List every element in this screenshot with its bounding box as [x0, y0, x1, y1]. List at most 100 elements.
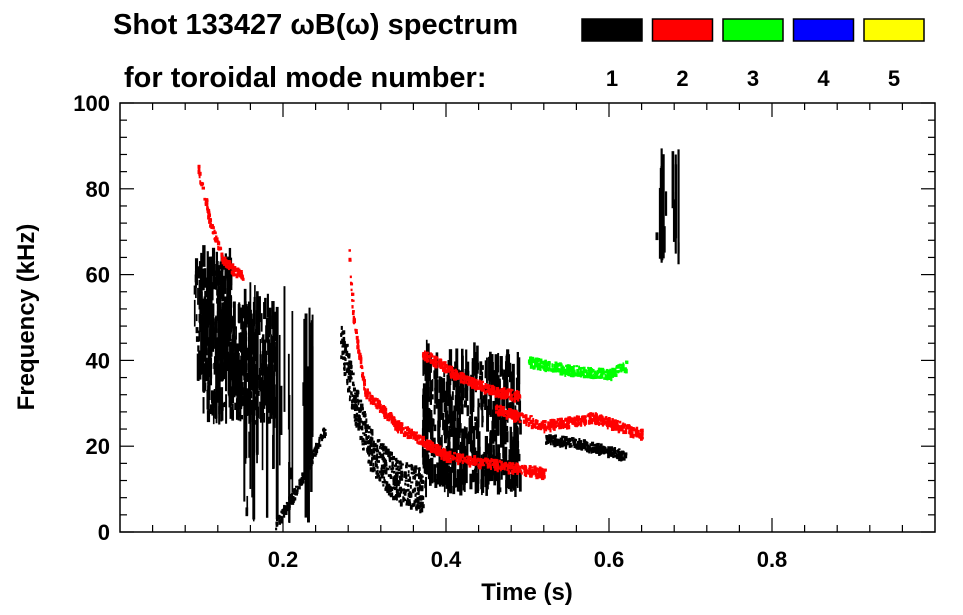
spectral-pixel: [448, 349, 453, 374]
spectral-pixel: [433, 355, 437, 359]
spectral-pixel: [532, 417, 535, 423]
spectral-pixel: [379, 408, 384, 411]
spectral-pixel: [301, 474, 306, 479]
spectral-pixel: [357, 414, 361, 419]
spectral-pixel: [196, 266, 200, 279]
spectral-pixel: [494, 406, 497, 411]
spectral-pixel: [621, 367, 625, 372]
spectral-streak: [306, 366, 310, 523]
spectral-pixel: [533, 470, 537, 474]
spectral-pixel: [359, 425, 364, 430]
spectral-pixel: [624, 430, 628, 435]
spectral-pixel: [572, 417, 576, 421]
spectral-pixel: [448, 394, 452, 424]
spectral-pixel: [580, 445, 583, 449]
spectral-pixel: [505, 412, 508, 415]
spectral-pixel: [231, 364, 234, 389]
spectral-pixel: [358, 418, 362, 423]
spectral-pixel: [458, 408, 461, 425]
spectral-pixel: [504, 394, 507, 400]
spectral-pixel: [409, 484, 412, 489]
spectral-pixel: [448, 459, 452, 464]
spectral-pixel: [220, 405, 224, 421]
spectral-pixel: [613, 368, 617, 373]
spectral-pixel: [267, 329, 270, 349]
spectral-pixel: [509, 390, 512, 394]
spectral-pixel: [604, 420, 608, 425]
spectral-pixel: [498, 385, 501, 412]
spectral-pixel: [467, 455, 471, 460]
spectral-pixel: [493, 390, 498, 395]
spectral-pixel: [494, 466, 497, 471]
spectral-pixel: [354, 421, 358, 426]
spectral-pixel: [355, 412, 359, 415]
spectral-pixel: [456, 382, 460, 399]
spectral-pixel: [212, 327, 217, 340]
spectral-pixel: [220, 252, 224, 255]
spectral-pixel: [366, 424, 369, 428]
spectral-pixel: [466, 458, 469, 461]
spectral-pixel: [357, 425, 361, 428]
spectral-pixel: [409, 476, 412, 481]
spectral-pixel: [495, 404, 498, 432]
spectral-pixel: [364, 429, 367, 433]
spectral-pixel: [599, 374, 604, 379]
spectral-pixel: [485, 439, 488, 447]
spectral-pixel: [406, 497, 409, 500]
spectral-pixel: [461, 374, 464, 377]
spectral-pixel: [512, 456, 516, 463]
spectral-pixel: [585, 375, 588, 379]
spectral-pixel: [445, 459, 449, 474]
spectral-pixel: [559, 417, 563, 421]
spectral-pixel: [226, 340, 228, 361]
spectral-pixel: [448, 483, 452, 492]
spectral-pixel: [598, 422, 601, 426]
spectral-pixel: [524, 414, 527, 419]
spectral-pixel: [350, 376, 353, 380]
spectral-pixel: [486, 461, 489, 466]
spectral-pixel: [422, 354, 426, 357]
spectral-pixel: [456, 438, 460, 447]
spectral-pixel: [578, 417, 582, 421]
spectral-pixel: [446, 451, 449, 456]
spectral-pixel: [343, 372, 346, 377]
spectral-pixel: [589, 443, 592, 447]
spectral-pixel: [518, 400, 522, 412]
spectral-pixel: [353, 388, 356, 392]
spectral-pixel: [441, 378, 446, 403]
spectral-pixel: [212, 231, 215, 235]
spectral-pixel: [517, 453, 521, 462]
spectral-pixel: [479, 361, 483, 376]
spectral-pixel: [610, 370, 615, 374]
spectral-pixel: [481, 469, 485, 477]
spectral-pixel: [375, 398, 379, 401]
spectral-pixel: [508, 413, 512, 417]
spectral-pixel: [210, 311, 214, 321]
spectral-pixel: [558, 362, 562, 366]
spectral-pixel: [303, 471, 306, 476]
spectral-pixel: [376, 404, 380, 407]
spectral-pixel: [414, 498, 418, 503]
spectral-pixel: [473, 459, 476, 463]
spectral-pixel: [422, 389, 426, 417]
spectral-pixel: [565, 438, 568, 442]
spectral-streak: [279, 385, 283, 435]
spectral-pixel: [229, 268, 233, 291]
spectral-pixel: [451, 455, 455, 459]
spectral-pixel: [577, 371, 580, 376]
spectral-pixel: [369, 428, 373, 432]
spectral-pixel: [488, 459, 492, 464]
spectral-pixel: [598, 448, 601, 452]
spectral-pixel: [513, 412, 517, 417]
spectral-pixel: [395, 462, 397, 466]
spectral-pixel: [201, 182, 205, 186]
spectral-pixel: [417, 490, 420, 496]
spectral-pixel: [388, 455, 391, 460]
spectral-pixel: [386, 481, 389, 484]
spectral-pixel: [478, 446, 481, 459]
spectral-pixel: [601, 419, 605, 423]
spectral-pixel: [594, 416, 597, 421]
spectral-pixel: [371, 398, 375, 402]
spectral-pixel: [422, 440, 426, 445]
spectral-pixel: [239, 332, 243, 353]
